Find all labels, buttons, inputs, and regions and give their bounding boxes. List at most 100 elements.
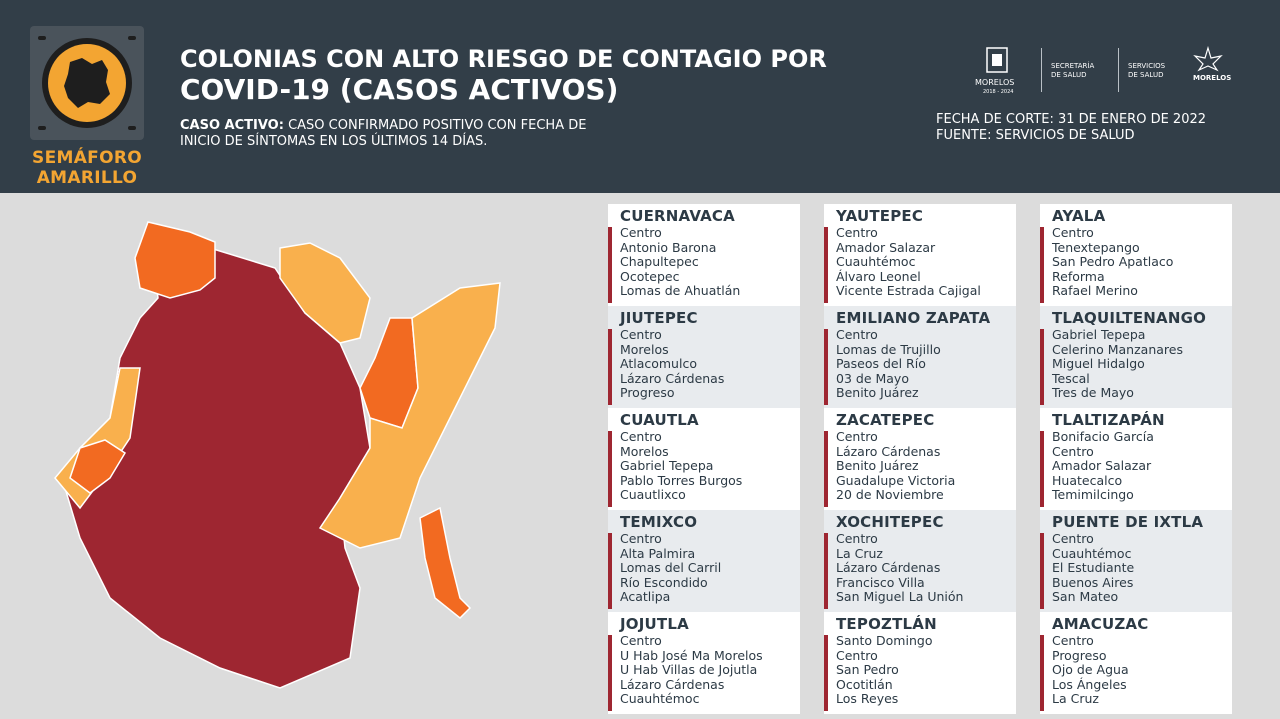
colonia-item: Reforma (1052, 268, 1105, 284)
screw-icon (38, 126, 46, 130)
colonia-item: Morelos (620, 443, 669, 459)
gov-logo-years: 2018 - 2024 (983, 89, 1014, 95)
colonia-item: Vicente Estrada Cajigal (836, 283, 981, 299)
risk-bar (824, 329, 828, 405)
colonia-list: Centro U Hab José Ma Morelos U Hab Villa… (620, 633, 763, 707)
risk-bar (608, 227, 612, 303)
municipio-card: JIUTEPEC Centro Morelos Atlacomulco Láza… (608, 306, 800, 408)
colonia-item: Cuautlixco (620, 487, 686, 503)
colonia-item: Centro (836, 647, 878, 663)
risk-bar (608, 431, 612, 507)
map-region-north (134, 221, 216, 299)
colonia-item: U Hab Villas de Jojutla (620, 662, 758, 678)
colonia-item: Gabriel Tepepa (1052, 327, 1146, 342)
colonia-item: Pablo Torres Burgos (620, 472, 743, 488)
municipio-name: PUENTE DE IXTLA (1052, 513, 1204, 531)
colonia-item: Río Escondido (620, 574, 708, 590)
morelos-brand-icon (1193, 46, 1223, 72)
colonia-item: San Mateo (1052, 589, 1119, 605)
colonia-list: Centro Morelos Gabriel Tepepa Pablo Torr… (620, 429, 743, 503)
colonia-item: Lomas de Trujillo (836, 341, 941, 357)
municipio-name: JIUTEPEC (620, 309, 698, 327)
colonia-list: Centro Lázaro Cárdenas Benito Juárez Gua… (836, 429, 955, 503)
colonia-item: Huatecalco (1052, 472, 1123, 488)
colonia-item: Álvaro Leonel (836, 268, 921, 284)
municipio-name: CUAUTLA (620, 411, 699, 429)
colonia-list: Centro Antonio Barona Chapultepec Ocotep… (620, 225, 741, 299)
municipio-name: EMILIANO ZAPATA (836, 309, 991, 327)
colonia-item: U Hab José Ma Morelos (620, 647, 763, 663)
municipio-name: AMACUZAC (1052, 615, 1149, 633)
map-region-northeast (279, 242, 371, 344)
colonia-list: Centro La Cruz Lázaro Cárdenas Francisco… (836, 531, 964, 605)
colonia-item: Amador Salazar (1052, 458, 1152, 474)
colonia-item: Tenextepango (1052, 239, 1140, 255)
colonia-item: Amador Salazar (836, 239, 936, 255)
morelos-state-icon (48, 44, 126, 122)
fecha-corte: FECHA DE CORTE: 31 DE ENERO DE 2022 (936, 112, 1207, 127)
semaforo-label-line1: SEMÁFORO (32, 148, 142, 168)
municipio-card: TLAQUILTENANGO Gabriel Tepepa Celerino M… (1040, 306, 1232, 408)
colonia-item: La Cruz (1052, 691, 1099, 707)
risk-bar (824, 431, 828, 507)
traffic-light-circle (42, 38, 132, 128)
colonia-item: Benito Juárez (836, 385, 919, 401)
municipio-card: XOCHITEPEC Centro La Cruz Lázaro Cárdena… (824, 510, 1016, 612)
colonia-item: Bonifacio García (1052, 429, 1154, 444)
colonia-item: Chapultepec (620, 254, 699, 270)
colonia-item: Lázaro Cárdenas (620, 370, 725, 386)
risk-bar (608, 635, 612, 711)
municipio-card: TLALTIZAPÁN Bonifacio García Centro Amad… (1040, 408, 1232, 510)
risk-bar (608, 533, 612, 609)
screw-icon (128, 126, 136, 130)
colonia-item: Gabriel Tepepa (620, 458, 714, 474)
colonia-item: Temimilcingo (1052, 487, 1134, 503)
colonia-item: Centro (620, 327, 662, 342)
municipio-card: AYALA Centro Tenextepango San Pedro Apat… (1040, 204, 1232, 306)
municipio-name: CUERNAVACA (620, 207, 735, 225)
colonia-item: Santo Domingo (836, 633, 933, 648)
page-title-line1: COLONIAS CON ALTO RIESGO DE CONTAGIO POR (180, 45, 827, 73)
risk-bar (1040, 431, 1044, 507)
colonia-list: Centro Morelos Atlacomulco Lázaro Cárden… (620, 327, 725, 401)
colonia-item: Ojo de Agua (1052, 662, 1129, 678)
colonia-item: Centro (620, 633, 662, 648)
colonia-item: Paseos del Río (836, 356, 926, 372)
screw-icon (128, 36, 136, 40)
municipio-name: YAUTEPEC (836, 207, 924, 225)
colonia-item: Centro (836, 327, 878, 342)
colonia-item: Centro (1052, 443, 1094, 459)
definition-label: CASO ACTIVO: (180, 118, 284, 133)
risk-bar (824, 227, 828, 303)
colonia-item: Acatlipa (620, 589, 671, 605)
municipio-card: TEPOZTLÁN Santo Domingo Centro San Pedro… (824, 612, 1016, 714)
semaforo-label: SEMÁFORO AMARILLO (18, 148, 156, 188)
colonia-item: Los Ángeles (1052, 676, 1127, 692)
colonia-item: Benito Juárez (836, 458, 919, 474)
colonia-item: San Miguel La Unión (836, 589, 964, 605)
morelos-risk-map (54, 221, 501, 689)
colonia-item: 20 de Noviembre (836, 487, 944, 503)
colonia-item: San Pedro (836, 662, 899, 678)
page-title-line2: COVID-19 (CASOS ACTIVOS) (180, 73, 619, 106)
colonia-item: Los Reyes (836, 691, 899, 707)
colonia-item: Centro (1052, 225, 1094, 240)
colonia-list: Gabriel Tepepa Celerino Manzanares Migue… (1052, 327, 1183, 401)
servicios-line2: DE SALUD (1128, 71, 1164, 79)
colonia-item: Progreso (620, 385, 675, 401)
colonia-item: Alta Palmira (620, 545, 696, 561)
colonia-item: Tescal (1052, 370, 1090, 386)
colonia-item: Morelos (620, 341, 669, 357)
colonia-list: Bonifacio García Centro Amador Salazar H… (1052, 429, 1154, 503)
risk-bar (824, 533, 828, 609)
colonia-list: Centro Amador Salazar Cuauhtémoc Álvaro … (836, 225, 981, 299)
colonia-item: Lomas de Ahuatlán (620, 283, 741, 299)
secretaria-line1: SECRETARÍA (1051, 62, 1095, 70)
risk-bar (1040, 227, 1044, 303)
definition-line1: CASO CONFIRMADO POSITIVO CON FECHA DE (283, 118, 587, 133)
risk-bar (1040, 533, 1044, 609)
municipio-name: TLAQUILTENANGO (1052, 309, 1207, 327)
municipio-card: AMACUZAC Centro Progreso Ojo de Agua Los… (1040, 612, 1232, 714)
definition-line2: INICIO DE SÍNTOMAS EN LOS ÚLTIMOS 14 DÍA… (180, 134, 488, 149)
colonia-list: Centro Progreso Ojo de Agua Los Ángeles … (1052, 633, 1129, 707)
